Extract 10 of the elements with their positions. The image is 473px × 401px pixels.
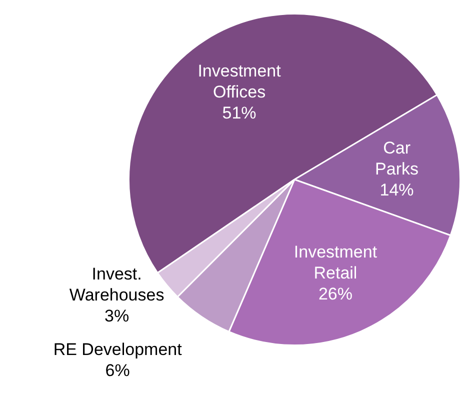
data-label: 26%: [318, 284, 352, 304]
data-label: 14%: [380, 180, 414, 200]
slice-label: Car Parks: [375, 138, 419, 178]
data-label: 6%: [105, 360, 130, 380]
data-label: 51%: [222, 104, 256, 123]
slice-label: RE Development: [53, 340, 182, 359]
slice-label: Investment Offices: [198, 62, 282, 102]
slice-label: Invest. Warehouses: [69, 264, 164, 305]
slice-label: Investment Retail: [294, 242, 378, 282]
data-label: 3%: [104, 306, 130, 326]
